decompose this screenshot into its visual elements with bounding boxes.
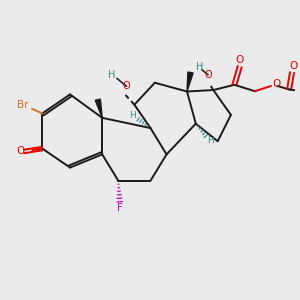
Text: H: H [108,70,116,80]
Text: O: O [204,70,212,80]
Text: H: H [196,62,203,72]
Text: H: H [207,136,214,145]
Text: F: F [117,203,123,213]
Text: O: O [272,80,280,89]
Text: O: O [236,55,244,65]
Text: H: H [130,111,136,120]
Text: O: O [16,146,25,157]
Text: O: O [290,61,298,71]
Polygon shape [95,99,102,118]
Polygon shape [187,72,193,92]
Text: Br: Br [17,100,29,110]
Text: O: O [123,81,130,91]
